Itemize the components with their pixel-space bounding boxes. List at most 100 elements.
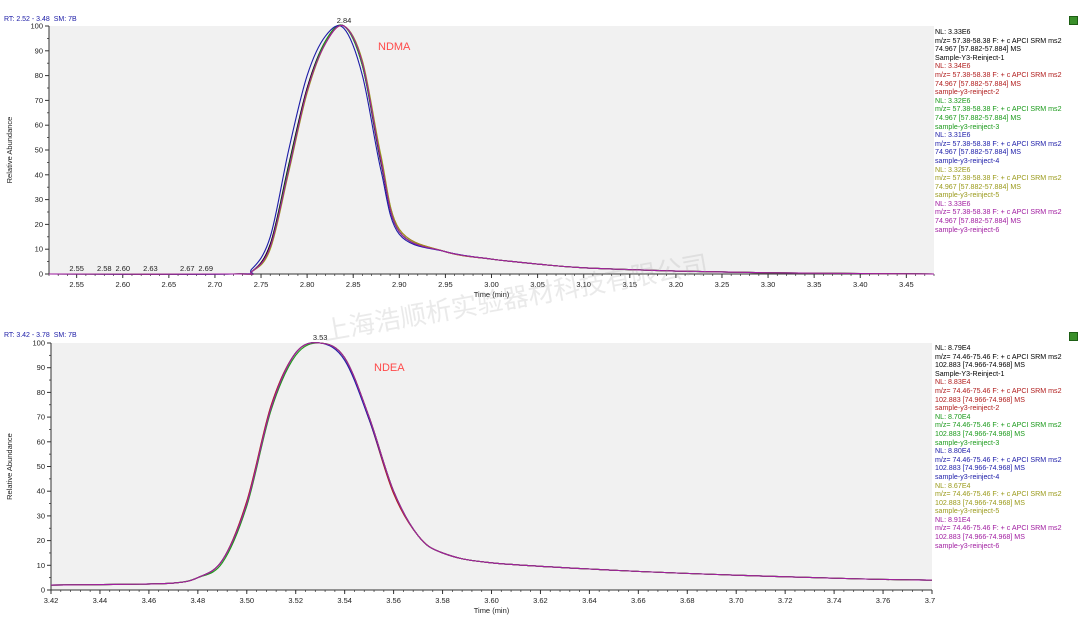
x-tick-label: 3.00 [484,280,499,289]
x-tick-label: 2.70 [208,280,223,289]
legend-nl: NL: 8.67E4 [935,481,971,490]
legend-nl: NL: 3.33E6 [935,199,971,208]
x-axis-title: Time (min) [474,290,510,299]
legend-line2: 74.967 [57.882-57.884] MS [935,79,1021,88]
legend-entry: NL: 8.80E4 m/z= 74.46-75.46 F: + c APCI S… [935,447,1083,481]
legend-line1: m/z= 57.38-58.38 F: + c APCI SRM ms2 [935,139,1062,148]
y-tick-label: 80 [37,388,45,397]
legend-entry: NL: 3.33E6 m/z= 57.38-58.38 F: + c APCI S… [935,200,1083,234]
y-tick-label: 0 [41,586,45,595]
legend-sample: sample-y3-reinject-3 [935,122,1000,131]
y-tick-label: 90 [37,363,45,372]
legend-line2: 102.883 [74.966-74.968] MS [935,395,1025,404]
legend-line2: 102.883 [74.966-74.968] MS [935,429,1025,438]
x-tick-label: 3.74 [827,596,842,605]
legend-line1: m/z= 57.38-58.38 F: + c APCI SRM ms2 [935,36,1062,45]
x-tick-label: 2.55 [69,280,84,289]
legend-line1: m/z= 74.46-75.46 F: + c APCI SRM ms2 [935,421,1062,430]
x-tick-label: 3.58 [435,596,450,605]
legend-line2: 74.967 [57.882-57.884] MS [935,148,1021,157]
legend-line1: m/z= 74.46-75.46 F: + c APCI SRM ms2 [935,352,1062,361]
legend-sample: sample-y3-reinject-5 [935,191,1000,200]
x-tick-label: 3.15 [622,280,637,289]
peak-label: 2.60 [115,264,130,273]
trace-legend: NL: 8.79E4 m/z= 74.46-75.46 F: + c APCI S… [935,344,1083,550]
legend-entry: NL: 3.32E6 m/z= 57.38-58.38 F: + c APCI S… [935,166,1083,200]
compound-label: NDMA [378,41,411,53]
peak-label: 2.69 [198,264,213,273]
chromatogram-panel-ndea: RT: 3.42 - 3.78 SM: 7B 0 10 20 30 40 50 60 70 80… [0,330,1089,622]
legend-sample: sample-y3-reinject-4 [935,156,1000,165]
chromatogram-chart-ndma: 0 10 20 30 40 50 60 70 80 90 100 2.55 2.60 2.65 2.70 2.… [5,16,935,299]
legend-line2: 102.883 [74.966-74.968] MS [935,533,1025,542]
x-tick-label: 3.30 [761,280,776,289]
legend-entry: NL: 8.70E4 m/z= 74.46-75.46 F: + c APCI S… [935,413,1083,447]
y-tick-label: 70 [35,96,43,105]
y-axis-title: Relative Abundance [5,117,14,184]
x-tick-label: 3.70 [729,596,744,605]
legend-line2: 74.967 [57.882-57.884] MS [935,45,1021,54]
smoothing-label: SM: 7B [53,332,77,339]
legend-sample: sample-y3-reinject-6 [935,225,1000,234]
peak-label: 2.67 [180,264,195,273]
x-tick-label: 3.48 [191,596,206,605]
legend-line2: 74.967 [57.882-57.884] MS [935,113,1021,122]
rt-header: RT: 3.42 - 3.78 SM: 7B [4,332,77,339]
x-tick-label: 3.50 [239,596,254,605]
legend-entry: NL: 8.67E4 m/z= 74.46-75.46 F: + c APCI S… [935,482,1083,516]
legend-entry: NL: 3.31E6 m/z= 57.38-58.38 F: + c APCI S… [935,131,1083,165]
legend-line2: 102.883 [74.966-74.968] MS [935,464,1025,473]
x-tick-label: 3.52 [288,596,303,605]
y-tick-label: 30 [35,195,43,204]
rt-header: RT: 2.52 - 3.48 SM: 7B [4,16,77,23]
legend-entry: NL: 3.33E6 m/z= 57.38-58.38 F: + c APCI S… [935,28,1083,62]
x-tick-label: 3.40 [853,280,868,289]
x-tick-label: 3.78 [925,596,935,605]
legend-line1: m/z= 74.46-75.46 F: + c APCI SRM ms2 [935,455,1062,464]
y-tick-label: 100 [30,22,43,31]
peak-label: 2.84 [337,16,352,25]
legend-sample: Sample-Y3-Reinject-1 [935,53,1005,62]
legend-line2: 74.967 [57.882-57.884] MS [935,182,1021,191]
legend-sample: sample-y3-reinject-4 [935,472,1000,481]
y-tick-label: 0 [39,270,43,279]
y-tick-label: 60 [37,437,45,446]
legend-entry: NL: 3.34E6 m/z= 57.38-58.38 F: + c APCI S… [935,62,1083,96]
y-tick-label: 60 [35,121,43,130]
legend-line1: m/z= 57.38-58.38 F: + c APCI SRM ms2 [935,70,1062,79]
plot-area [49,26,934,274]
x-tick-label: 3.20 [669,280,684,289]
legend-line2: 102.883 [74.966-74.968] MS [935,498,1025,507]
legend-entry: NL: 8.79E4 m/z= 74.46-75.46 F: + c APCI S… [935,344,1083,378]
rt-range-label: RT: 2.52 - 3.48 [4,16,50,23]
x-tick-label: 3.05 [530,280,545,289]
x-tick-label: 2.90 [392,280,407,289]
x-tick-label: 3.62 [533,596,548,605]
legend-sample: sample-y3-reinject-6 [935,541,1000,550]
legend-line1: m/z= 57.38-58.38 F: + c APCI SRM ms2 [935,105,1062,114]
y-tick-label: 100 [32,339,45,348]
legend-nl: NL: 8.70E4 [935,412,971,421]
x-tick-label: 3.76 [876,596,891,605]
y-tick-label: 10 [35,245,43,254]
x-tick-label: 3.10 [576,280,591,289]
x-tick-label: 2.65 [162,280,177,289]
chromatogram-panel-ndma: RT: 2.52 - 3.48 SM: 7B 0 10 20 30 40 50 60 70 80… [0,14,1089,306]
trace-legend: NL: 3.33E6 m/z= 57.38-58.38 F: + c APCI S… [935,28,1083,234]
panel-toggle-icon[interactable] [1069,332,1078,341]
panel-toggle-icon[interactable] [1069,16,1078,25]
legend-line1: m/z= 74.46-75.46 F: + c APCI SRM ms2 [935,524,1062,533]
trace-line [50,342,933,586]
x-tick-label: 2.85 [346,280,361,289]
rt-range-label: RT: 3.42 - 3.78 [4,332,50,339]
x-tick-label: 2.75 [254,280,269,289]
legend-line1: m/z= 57.38-58.38 F: + c APCI SRM ms2 [935,208,1062,217]
y-axis-title: Relative Abundance [5,433,14,500]
x-tick-label: 3.64 [582,596,597,605]
y-tick-label: 80 [35,71,43,80]
legend-line2: 74.967 [57.882-57.884] MS [935,217,1021,226]
y-tick-label: 20 [35,220,43,229]
legend-sample: sample-y3-reinject-5 [935,507,1000,516]
x-tick-label: 3.54 [337,596,352,605]
legend-nl: NL: 3.32E6 [935,165,971,174]
